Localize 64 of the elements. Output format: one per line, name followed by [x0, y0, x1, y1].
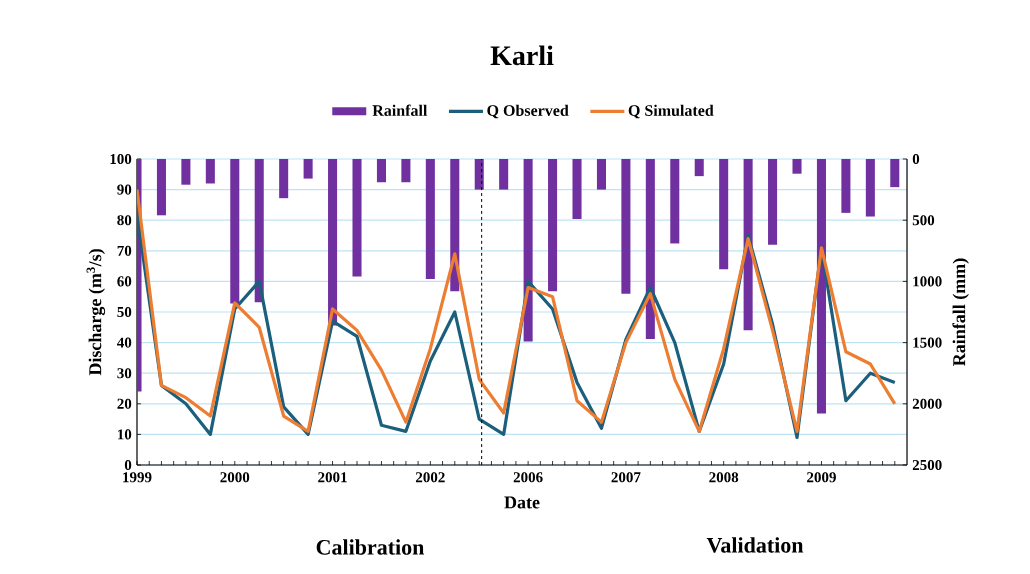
bar [621, 159, 631, 294]
bar [181, 159, 191, 185]
y2-tick-label: 1500 [913, 337, 942, 348]
text: Validation [706, 537, 804, 553]
x-tick-label: 2001 [318, 472, 347, 483]
y2-tick-label: 2000 [912, 398, 942, 409]
bar [841, 159, 851, 213]
legend-label: Q Simulated [628, 104, 714, 119]
legend-label: Rainfall [372, 104, 428, 116]
y-tick-label: 0 [124, 459, 132, 471]
y-tick-label: 10 [118, 429, 132, 440]
x-tick-label: 2006 [513, 472, 543, 483]
bar [352, 159, 362, 277]
bar [425, 159, 435, 279]
x-tick-label: 2009 [807, 472, 836, 483]
bar [205, 159, 215, 184]
bar [645, 159, 655, 339]
bar [474, 159, 484, 190]
bar [230, 159, 240, 304]
y-tick-label: 50 [117, 306, 132, 318]
x-tick-label: 2008 [709, 472, 739, 483]
x-axis-title: Date [504, 496, 540, 509]
bar [548, 159, 558, 292]
bar [694, 159, 704, 177]
bar [328, 159, 338, 326]
y-axis-title: Discharge (m$^{3}$/s) [86, 249, 106, 376]
legend-label: Q Observed [487, 104, 569, 119]
bar [792, 159, 802, 174]
bar [303, 159, 313, 179]
bar [156, 159, 166, 216]
y-tick-label: 30 [117, 368, 132, 379]
bar [890, 159, 900, 188]
bar [279, 159, 289, 199]
text: Calibration [316, 539, 425, 555]
y-tick-label: 80 [117, 215, 132, 226]
y2-tick-label: 2500 [912, 459, 942, 471]
bar [572, 159, 582, 219]
x-tick-label: 2000 [220, 472, 250, 483]
bar [254, 159, 264, 303]
y2-tick-label: 1000 [913, 276, 942, 287]
y2-axis-title: Rainfall (mm) [952, 258, 969, 366]
bar [816, 159, 826, 414]
bar [523, 159, 533, 342]
bar [499, 159, 509, 190]
chart-title: Karli [490, 45, 554, 66]
y-tick-label: 40 [117, 337, 132, 348]
bar [768, 159, 778, 245]
bar [376, 159, 386, 183]
bar [719, 159, 729, 270]
y-tick-label: 20 [117, 398, 132, 409]
x-tick-label: 1999 [123, 472, 152, 483]
y2-tick-label: 500 [912, 215, 935, 226]
y-tick-label: 100 [110, 153, 132, 165]
y-tick-label: 70 [117, 245, 132, 256]
x-tick-label: 2007 [611, 472, 641, 483]
bar [670, 159, 680, 244]
bar [743, 159, 753, 331]
y-tick-label: 90 [117, 184, 132, 195]
bar [865, 159, 875, 217]
y-tick-label: 60 [117, 276, 132, 287]
y2-tick-label: 0 [912, 153, 920, 165]
bar [401, 159, 411, 183]
x-tick-label: 2002 [415, 472, 445, 483]
bar [596, 159, 606, 190]
